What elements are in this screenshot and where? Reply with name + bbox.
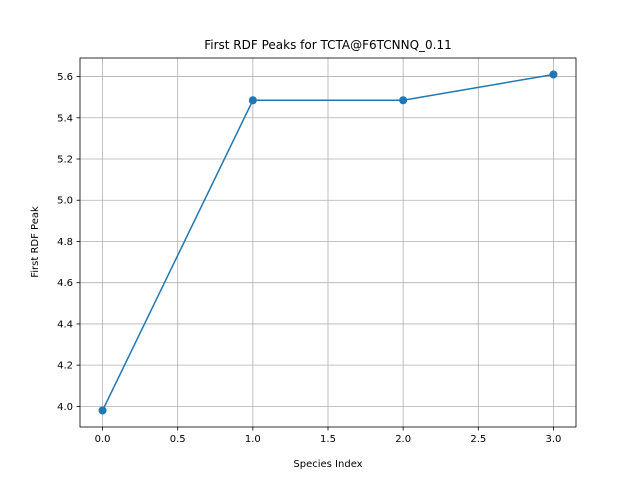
data-point	[98, 406, 107, 415]
data-point	[549, 70, 558, 79]
x-tick-label: 1.0	[245, 434, 261, 445]
x-tick-label: 2.5	[470, 434, 486, 445]
y-tick-label: 5.0	[57, 196, 73, 207]
series-line	[101, 73, 554, 411]
x-tick-label: 2.0	[395, 434, 411, 445]
series-layer	[98, 70, 558, 415]
y-tick-label: 4.0	[57, 402, 73, 413]
x-tick-label: 0.0	[95, 434, 111, 445]
x-axis-label: Species Index	[293, 459, 362, 470]
y-tick-label: 5.6	[57, 72, 73, 83]
x-tick-label: 1.5	[320, 434, 336, 445]
y-tick-label: 4.4	[57, 319, 73, 330]
grid	[80, 58, 576, 427]
y-tick-label: 4.8	[57, 237, 73, 248]
y-tick-label: 4.6	[57, 278, 73, 289]
y-tick-label: 4.2	[57, 361, 73, 372]
x-tick-label: 3.0	[546, 434, 562, 445]
x-tick-label: 0.5	[170, 434, 186, 445]
y-tick-label: 5.4	[57, 113, 73, 124]
data-point	[399, 96, 408, 105]
y-tick-label: 5.2	[57, 155, 73, 166]
data-point	[248, 96, 257, 105]
y-axis-label: First RDF Peak	[30, 206, 41, 278]
chart-title: First RDF Peaks for TCTA@F6TCNNQ_0.11	[204, 38, 452, 52]
ticks: 0.0 0.5 1.0 1.5 2.0 2.5 3.0 4.0 4.2 4.4 4.6 4.8 5.0 5…	[57, 72, 561, 445]
